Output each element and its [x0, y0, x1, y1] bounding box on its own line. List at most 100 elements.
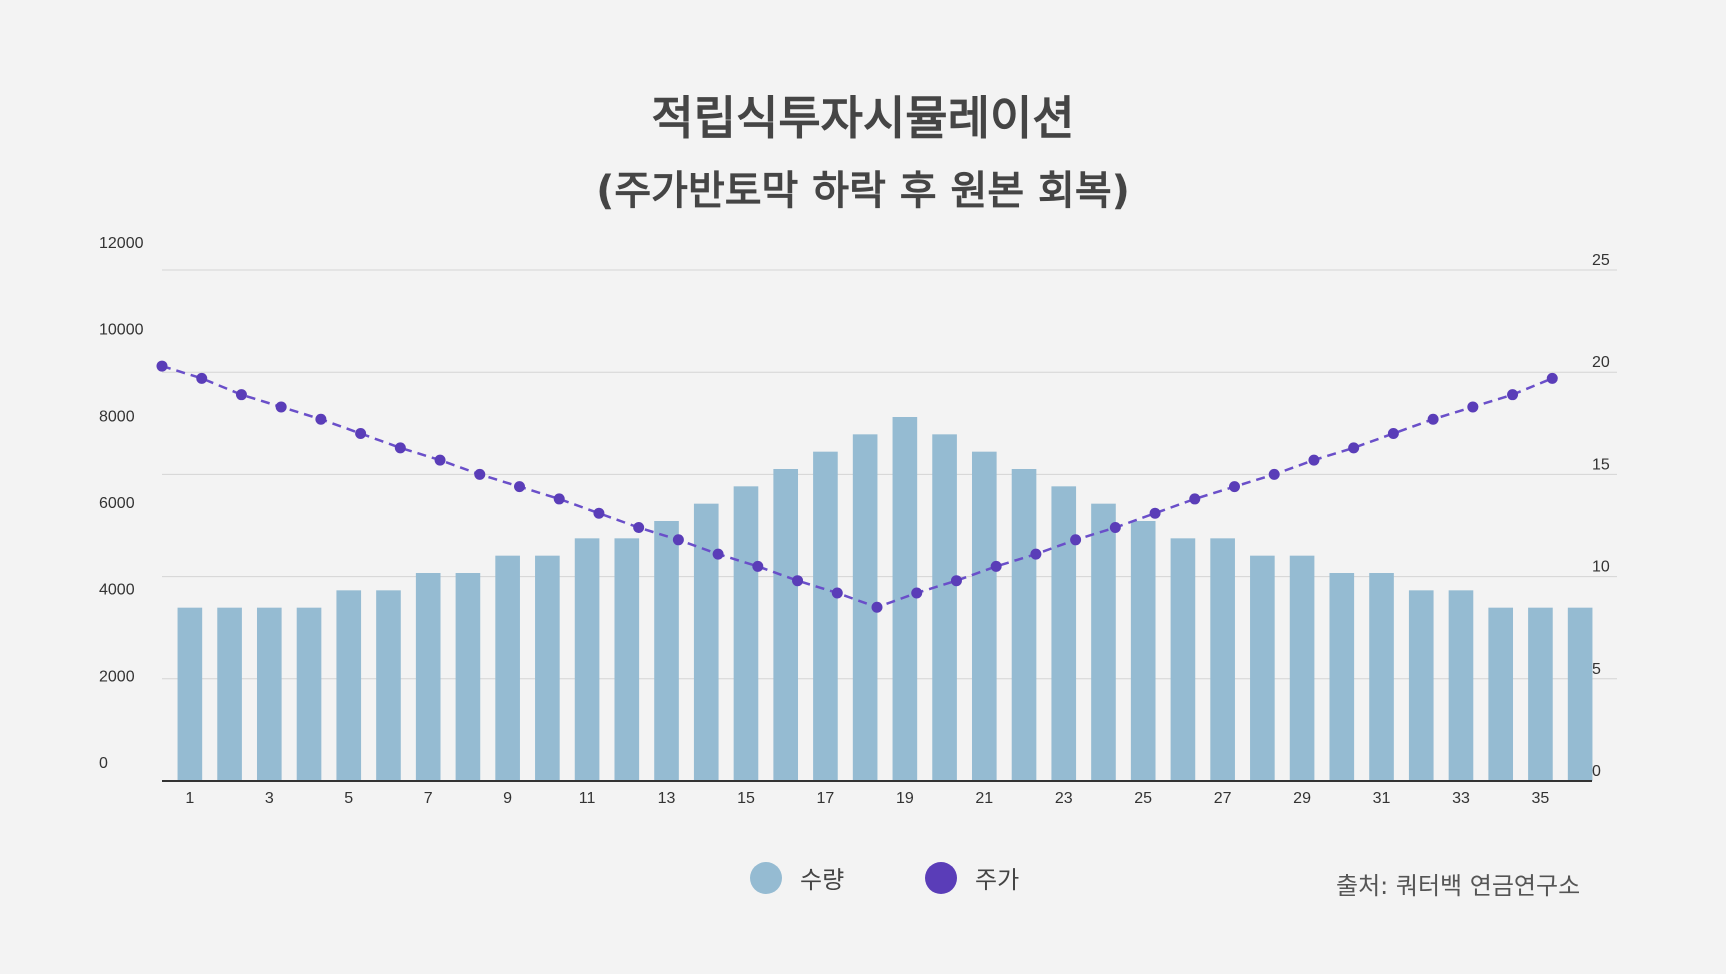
bar-qty — [971, 451, 997, 781]
chart-subtitle: (주가반토막 하락 후 원본 회복) — [596, 168, 1130, 214]
bar-qty — [1528, 607, 1553, 781]
legend-item-qty[interactable]: 수량 — [750, 860, 844, 895]
bar-qty — [535, 555, 560, 781]
x-tick-label: 9 — [503, 790, 512, 807]
point-price — [1268, 468, 1280, 480]
x-tick-label: 31 — [1373, 790, 1391, 807]
point-price — [553, 493, 565, 505]
y-right-tick-label: 15 — [1592, 456, 1610, 473]
legend-label-price: 주가 — [975, 866, 1020, 894]
y-left-tick-label: 4000 — [99, 582, 135, 599]
source-note: 출처: 쿼터백 연금연구소 — [1336, 872, 1581, 900]
point-price — [1348, 442, 1360, 454]
point-price — [712, 548, 724, 560]
x-tick-label: 3 — [265, 790, 274, 807]
point-price — [1387, 428, 1399, 440]
x-tick-label: 5 — [344, 790, 353, 807]
point-price — [1427, 413, 1439, 425]
point-price — [593, 507, 605, 519]
x-tick-label: 23 — [1055, 790, 1073, 807]
point-price — [792, 575, 804, 587]
bar-qty — [177, 607, 203, 781]
y-left-tick-label: 2000 — [99, 668, 135, 685]
x-tick-label: 29 — [1293, 790, 1311, 807]
legend-label-qty: 수량 — [800, 866, 845, 894]
bar-qty — [1448, 590, 1474, 781]
line-price — [161, 364, 1553, 609]
x-tick-label: 7 — [424, 790, 433, 807]
x-tick-label: 19 — [896, 790, 914, 807]
point-price — [1507, 389, 1519, 401]
bar-qty — [415, 573, 441, 781]
y-left-tick-label: 6000 — [99, 495, 135, 512]
legend-item-price[interactable]: 주가 — [925, 860, 1019, 895]
x-tick-label: 25 — [1134, 790, 1152, 807]
x-tick-label: 13 — [658, 790, 676, 807]
bar-qty — [1051, 486, 1077, 781]
bar-qty — [654, 521, 679, 781]
point-price — [1229, 481, 1240, 493]
point-price — [633, 522, 645, 534]
bar-qty — [1011, 469, 1037, 781]
bar-qty — [1329, 573, 1355, 781]
point-price — [315, 413, 327, 425]
y-right-tick-label: 0 — [1592, 763, 1601, 780]
bar-qty — [1567, 607, 1593, 781]
point-price — [672, 534, 684, 546]
point-price — [871, 601, 883, 613]
y-left-tick-label: 10000 — [99, 322, 144, 339]
x-tick-label: 35 — [1532, 790, 1550, 807]
bar-qty — [1289, 555, 1315, 781]
bar-qty — [1130, 521, 1156, 781]
point-price — [235, 389, 247, 401]
bar-qty — [296, 607, 322, 781]
bar-qty — [1091, 503, 1116, 781]
x-tick-label: 15 — [737, 790, 755, 807]
legend-circle-icon — [925, 861, 957, 894]
point-price — [1467, 401, 1479, 413]
bar-qty — [733, 486, 759, 781]
point-price — [394, 442, 406, 454]
y-left-tick-label: 8000 — [99, 408, 135, 425]
bar-qty — [813, 451, 838, 781]
x-tick-label: 11 — [579, 790, 596, 807]
bar-qty — [693, 503, 719, 781]
y-right-tick-label: 25 — [1592, 252, 1610, 269]
bar-qty — [1488, 607, 1514, 781]
point-price — [990, 560, 1002, 572]
point-price — [1149, 507, 1161, 519]
point-price — [275, 401, 287, 413]
legend-circle-icon — [750, 861, 782, 894]
bar-qty — [256, 607, 282, 781]
bar-qty — [1210, 538, 1235, 781]
point-price — [355, 428, 367, 440]
point-price — [1189, 493, 1201, 505]
point-price — [752, 560, 764, 572]
bar-qty — [574, 538, 600, 781]
y-right-tick-label: 10 — [1592, 559, 1610, 576]
point-price — [1308, 454, 1320, 466]
bar-qty — [217, 607, 242, 781]
bar-qty — [495, 555, 520, 781]
bar-qty — [892, 417, 918, 781]
bar-qty — [932, 434, 957, 781]
x-tick-label: 21 — [975, 790, 993, 807]
x-tick-label: 17 — [817, 790, 835, 807]
bar-qty — [773, 469, 799, 781]
point-price — [1109, 522, 1121, 534]
bar-qty — [1369, 573, 1394, 781]
bar-qty — [455, 573, 481, 781]
y-right-tick-label: 20 — [1592, 354, 1610, 371]
chart-title: 적립식투자시뮬레이션 — [651, 91, 1075, 145]
point-price — [1030, 548, 1042, 560]
x-tick-label: 33 — [1452, 790, 1470, 807]
point-price — [1546, 372, 1558, 384]
x-tick-label: 1 — [185, 790, 194, 807]
point-price — [196, 372, 208, 384]
point-price — [831, 587, 843, 599]
y-right-tick-label: 5 — [1592, 661, 1601, 678]
bar-qty — [1408, 590, 1434, 781]
y-left-tick-label: 12000 — [99, 235, 144, 252]
